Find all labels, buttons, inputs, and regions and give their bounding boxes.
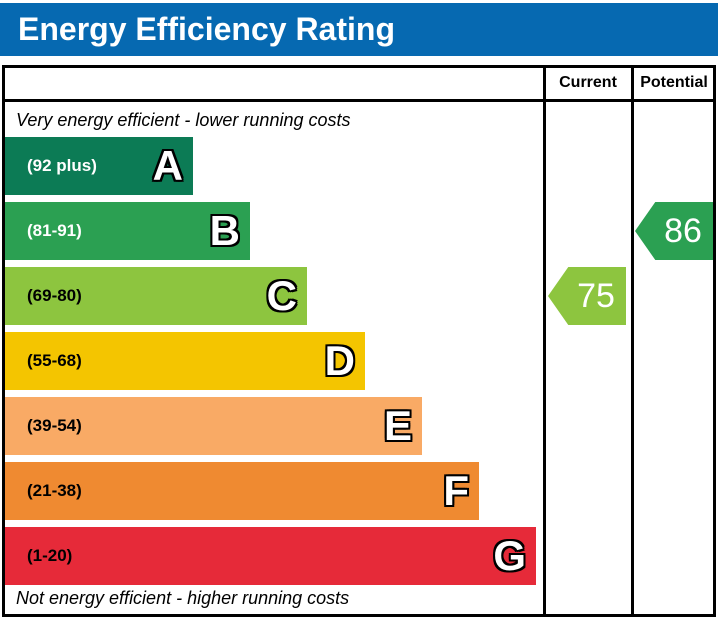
column-header-potential: Potential [640,74,708,91]
band-range-label: (21-38) [27,481,82,500]
caption-not-efficient: Not energy efficient - higher running co… [16,588,350,608]
band-range-label: (39-54) [27,416,82,435]
band-row-b: (81-91) B [5,202,250,260]
potential-rating-value: 86 [664,211,702,250]
band-letter: E [383,402,412,449]
band-range-label: (1-20) [27,546,73,565]
band-letter: B [209,207,240,254]
band-row-e: (39-54) E [5,397,422,455]
band-row-c: (69-80) C [5,267,307,325]
band-row-d: (55-68) D [5,332,365,390]
page-title: Energy Efficiency Rating [18,11,395,47]
band-row-a: (92 plus) A [5,137,193,195]
band-range-label: (55-68) [27,351,82,370]
band-letter: D [324,337,355,384]
current-rating-value: 75 [577,276,615,315]
title-bar: Energy Efficiency Rating [0,3,718,56]
column-divider-current [543,65,546,617]
band-letter: C [266,272,297,319]
band-row-g: (1-20) G [5,527,536,585]
caption-very-efficient: Very energy efficient - lower running co… [16,110,351,130]
column-divider-potential [631,65,634,617]
column-header-current: Current [559,74,617,91]
band-range-label: (92 plus) [27,156,97,175]
band-range-label: (69-80) [27,286,82,305]
bands-container: (92 plus) A (81-91) B (69-80) C (55-68) … [5,137,542,592]
band-letter: G [493,532,526,579]
band-row-f: (21-38) F [5,462,479,520]
header-divider [2,99,716,102]
band-letter: F [443,467,469,514]
band-letter: A [152,142,183,189]
band-range-label: (81-91) [27,221,82,240]
